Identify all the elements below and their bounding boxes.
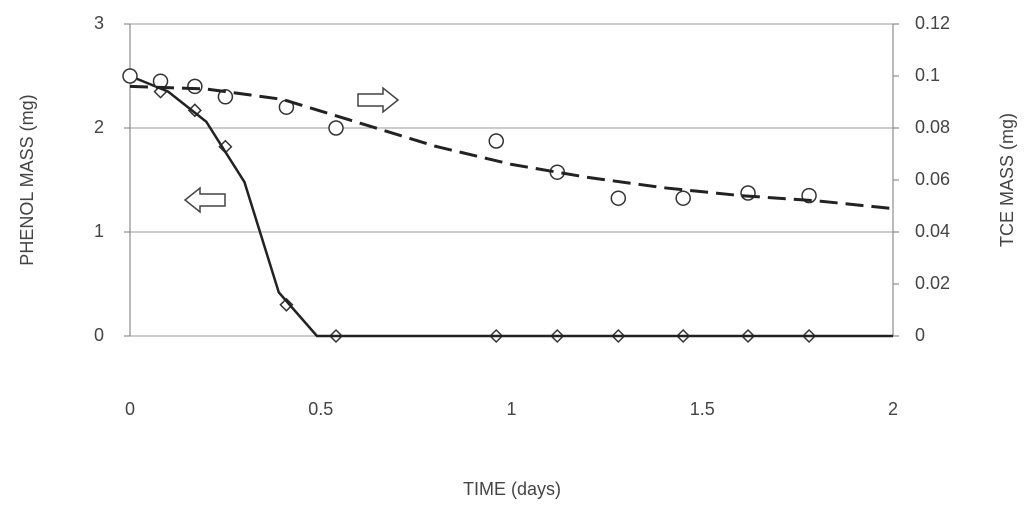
circle-marker [123,69,137,83]
y-tick-label: 2 [94,117,104,137]
y-tick-label: 1 [94,221,104,241]
x-tick-label: 0.5 [308,399,333,419]
chart: PHENOL MASS (mg) TCE MASS (mg) TIME (day… [0,0,1027,504]
x-tick-label: 1 [506,399,516,419]
x-tick-label: 0 [125,399,135,419]
y2-tick-label: 0 [915,325,925,345]
y2-tick-label: 0.12 [915,13,950,33]
y-tick-label: 3 [94,13,104,33]
circle-marker [611,191,625,205]
y2-tick-label: 0.1 [915,65,940,85]
y2-tick-label: 0.06 [915,169,950,189]
y-tick-label: 0 [94,325,104,345]
circle-marker [188,79,202,93]
x-tick-label: 1.5 [690,399,715,419]
y2-axis-label: TCE MASS (mg) [997,113,1017,247]
y2-tick-label: 0.04 [915,221,950,241]
left-arrow [185,188,225,212]
circle-marker [676,191,690,205]
right-arrow [358,88,398,112]
y2-tick-label: 0.08 [915,117,950,137]
y2-tick-label: 0.02 [915,273,950,293]
circle-marker [489,134,503,148]
x-tick-label: 2 [888,399,898,419]
series-line [130,76,893,336]
y-axis-label: PHENOL MASS (mg) [17,94,37,265]
x-axis-label: TIME (days) [463,479,561,499]
circle-marker [329,121,343,135]
series-line [130,86,893,208]
